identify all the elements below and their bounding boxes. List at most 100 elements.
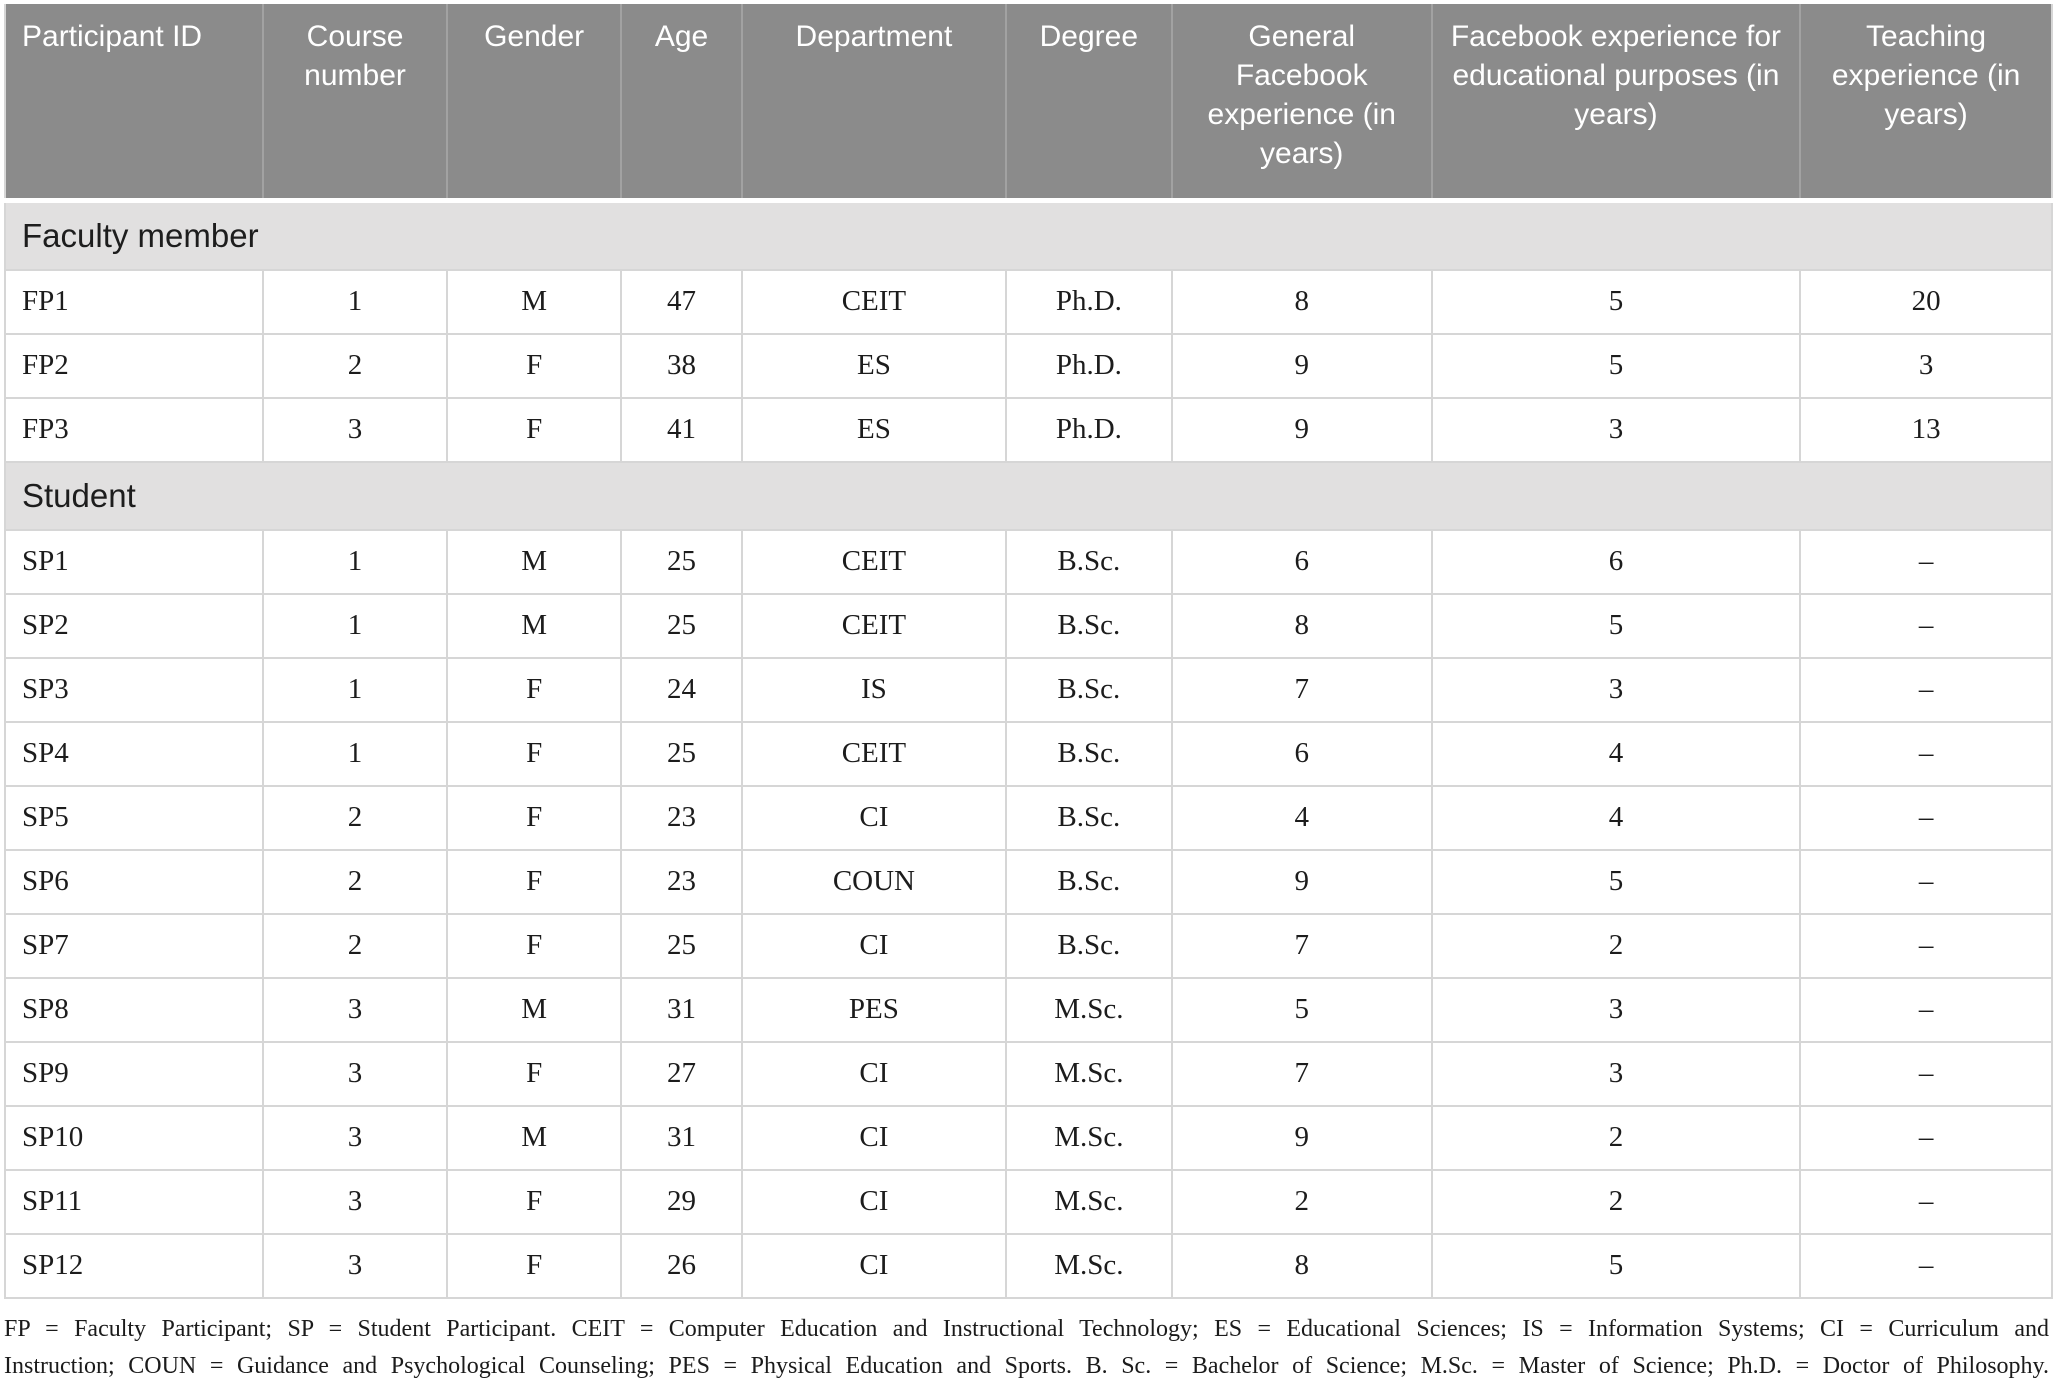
cell-department: CI <box>740 1232 1007 1299</box>
cell-course-number: 1 <box>261 592 449 659</box>
cell-general-facebook-experience-in-years: 9 <box>1170 848 1433 915</box>
participant-id-cell: SP10 <box>4 1104 264 1171</box>
cell-department: COUN <box>740 848 1007 915</box>
table-row-sp10: SP10 3 M 31 CI M.Sc. 9 2– <box>4 1104 2053 1171</box>
cell-gender: F <box>446 848 623 915</box>
cell-facebook-experience-for-educational-purposes-in-years: 5 <box>1430 268 1802 335</box>
cell-general-facebook-experience-in-years: 8 <box>1170 1232 1433 1299</box>
header-row: Participant ID Course number Gender Age Depa… <box>5 4 2052 203</box>
cell-general-facebook-experience-in-years: 2 <box>1170 1168 1433 1235</box>
participant-id-cell: FP2 <box>4 332 264 399</box>
cell-age: 23 <box>620 848 743 915</box>
cell-gender: F <box>446 396 623 463</box>
cell-facebook-experience-for-educational-purposes-in-years: 4 <box>1430 720 1802 787</box>
cell-degree: Ph.D. <box>1004 396 1173 463</box>
cell-degree: M.Sc. <box>1004 1040 1173 1107</box>
cell-department: CEIT <box>740 528 1007 595</box>
cell-age: 47 <box>620 268 743 335</box>
cell-gender: F <box>446 720 623 787</box>
participant-id-cell: SP8 <box>4 976 264 1043</box>
cell-general-facebook-experience-in-years: 9 <box>1170 396 1433 463</box>
participant-id-cell: SP2 <box>4 592 264 659</box>
column-header-department: Department <box>740 4 1006 203</box>
cell-department: CI <box>740 1104 1007 1171</box>
participant-id-cell: SP12 <box>4 1232 264 1299</box>
cell-gender: F <box>446 1168 623 1235</box>
cell-course-number: 2 <box>261 912 449 979</box>
cell-age: 27 <box>620 1040 743 1107</box>
cell-course-number: 3 <box>261 1232 449 1299</box>
cell-facebook-experience-for-educational-purposes-in-years: 3 <box>1430 656 1802 723</box>
cell-gender: M <box>446 592 623 659</box>
participant-id-cell: FP3 <box>4 396 264 463</box>
cell-general-facebook-experience-in-years: 8 <box>1170 268 1433 335</box>
cell-teaching-experience-in-years: – <box>1799 784 2053 851</box>
column-header-age: Age <box>620 4 742 203</box>
participant-id-cell: SP6 <box>4 848 264 915</box>
cell-general-facebook-experience-in-years: 6 <box>1170 720 1433 787</box>
table-row-sp12: SP12 3 F 26 CI M.Sc. 8 5– <box>4 1232 2053 1299</box>
cell-facebook-experience-for-educational-purposes-in-years: 5 <box>1430 1232 1802 1299</box>
cell-degree: B.Sc. <box>1004 656 1173 723</box>
cell-department: CI <box>740 912 1007 979</box>
table-row-sp1: SP1 1 M 25 CEIT B.Sc. 6 6– <box>4 528 2053 595</box>
footnote-line: FP = Faculty Participant; SP = Student P… <box>4 1315 2049 1342</box>
table-row-fp2: FP2 2 F 38 ES Ph.D. 9 5 3 <box>4 332 2053 399</box>
cell-facebook-experience-for-educational-purposes-in-years: 5 <box>1430 848 1802 915</box>
cell-general-facebook-experience-in-years: 4 <box>1170 784 1433 851</box>
cell-course-number: 3 <box>261 1104 449 1171</box>
cell-gender: F <box>446 656 623 723</box>
cell-facebook-experience-for-educational-purposes-in-years: 2 <box>1430 1104 1802 1171</box>
table-row-fp1: FP1 1 M 47 CEIT Ph.D. 8 5 20 <box>4 268 2053 335</box>
cell-department: CI <box>740 1040 1007 1107</box>
cell-degree: B.Sc. <box>1004 592 1173 659</box>
cell-teaching-experience-in-years: – <box>1799 720 2053 787</box>
cell-course-number: 1 <box>261 528 449 595</box>
participant-id-cell: SP5 <box>4 784 264 851</box>
cell-degree: Ph.D. <box>1004 268 1173 335</box>
section-label: Student <box>5 460 2052 531</box>
cell-course-number: 2 <box>261 848 449 915</box>
cell-teaching-experience-in-years: – <box>1799 592 2053 659</box>
cell-age: 41 <box>620 396 743 463</box>
cell-degree: M.Sc. <box>1004 1232 1173 1299</box>
cell-age: 25 <box>620 720 743 787</box>
cell-teaching-experience-in-years: – <box>1799 1104 2053 1171</box>
cell-gender: M <box>446 976 623 1043</box>
table-row-sp5: SP5 2 F 23 CI B.Sc. 4 4– <box>4 784 2053 851</box>
section-header-row-faculty-member: Faculty member <box>5 199 2052 271</box>
column-header-general-facebook-experience-in-years: General Facebook experience (in years) <box>1170 4 1432 203</box>
cell-gender: F <box>446 784 623 851</box>
participant-id-cell: SP1 <box>4 528 264 595</box>
cell-gender: F <box>446 1040 623 1107</box>
cell-teaching-experience-in-years: 3 <box>1799 332 2053 399</box>
cell-general-facebook-experience-in-years: 7 <box>1170 1040 1433 1107</box>
table-row-sp8: SP8 3 M 31 PES M.Sc. 5 3– <box>4 976 2053 1043</box>
cell-general-facebook-experience-in-years: 9 <box>1170 332 1433 399</box>
participant-id-cell: SP11 <box>4 1168 264 1235</box>
cell-course-number: 1 <box>261 720 449 787</box>
participants-table: Participant ID Course number Gender Age Depa… <box>4 4 2053 1299</box>
column-header-degree: Degree <box>1004 4 1172 203</box>
cell-gender: M <box>446 268 623 335</box>
column-header-course-number: Course number <box>261 4 448 203</box>
section-label: Faculty member <box>5 199 2052 271</box>
cell-facebook-experience-for-educational-purposes-in-years: 5 <box>1430 332 1802 399</box>
cell-degree: Ph.D. <box>1004 332 1173 399</box>
cell-teaching-experience-in-years: – <box>1799 848 2053 915</box>
cell-age: 26 <box>620 1232 743 1299</box>
cell-teaching-experience-in-years: – <box>1799 976 2053 1043</box>
table-row-sp3: SP3 1 F 24 IS B.Sc. 7 3– <box>4 656 2053 723</box>
cell-degree: M.Sc. <box>1004 976 1173 1043</box>
cell-general-facebook-experience-in-years: 9 <box>1170 1104 1433 1171</box>
cell-age: 31 <box>620 976 743 1043</box>
participant-id-cell: FP1 <box>4 268 264 335</box>
cell-facebook-experience-for-educational-purposes-in-years: 2 <box>1430 912 1802 979</box>
cell-teaching-experience-in-years: 20 <box>1799 268 2053 335</box>
cell-age: 38 <box>620 332 743 399</box>
cell-course-number: 1 <box>261 268 449 335</box>
participant-id-cell: SP9 <box>4 1040 264 1107</box>
cell-facebook-experience-for-educational-purposes-in-years: 3 <box>1430 1040 1802 1107</box>
column-header-teaching-experience-in-years: Teaching experience (in years) <box>1799 4 2052 203</box>
cell-teaching-experience-in-years: – <box>1799 528 2053 595</box>
